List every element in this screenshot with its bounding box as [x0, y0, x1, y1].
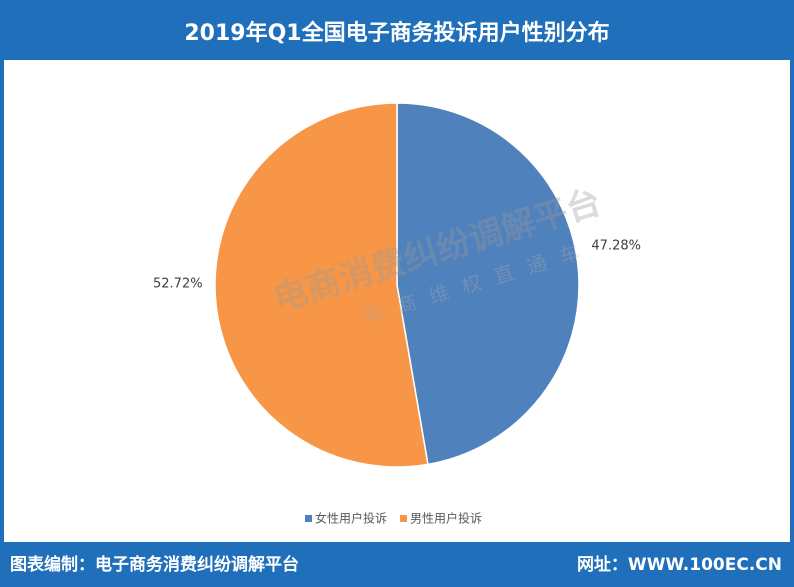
- chart-title: 2019年Q1全国电子商务投诉用户性别分布: [184, 20, 609, 46]
- pie: [214, 102, 580, 468]
- legend: 女性用户投诉 男性用户投诉: [305, 511, 482, 526]
- pie-slice: [214, 102, 429, 468]
- legend-label: 男性用户投诉: [410, 511, 482, 526]
- legend-swatch: [400, 515, 407, 522]
- data-label: 47.28%: [591, 239, 641, 254]
- legend-swatch: [305, 515, 312, 522]
- legend-label: 女性用户投诉: [315, 511, 387, 526]
- data-label: 52.72%: [153, 276, 203, 291]
- footer-right: 网址：WWW.100EC.CN: [577, 555, 782, 575]
- pie-slice: [396, 102, 580, 466]
- footer-left: 图表编制：电子商务消费纠纷调解平台: [10, 554, 299, 575]
